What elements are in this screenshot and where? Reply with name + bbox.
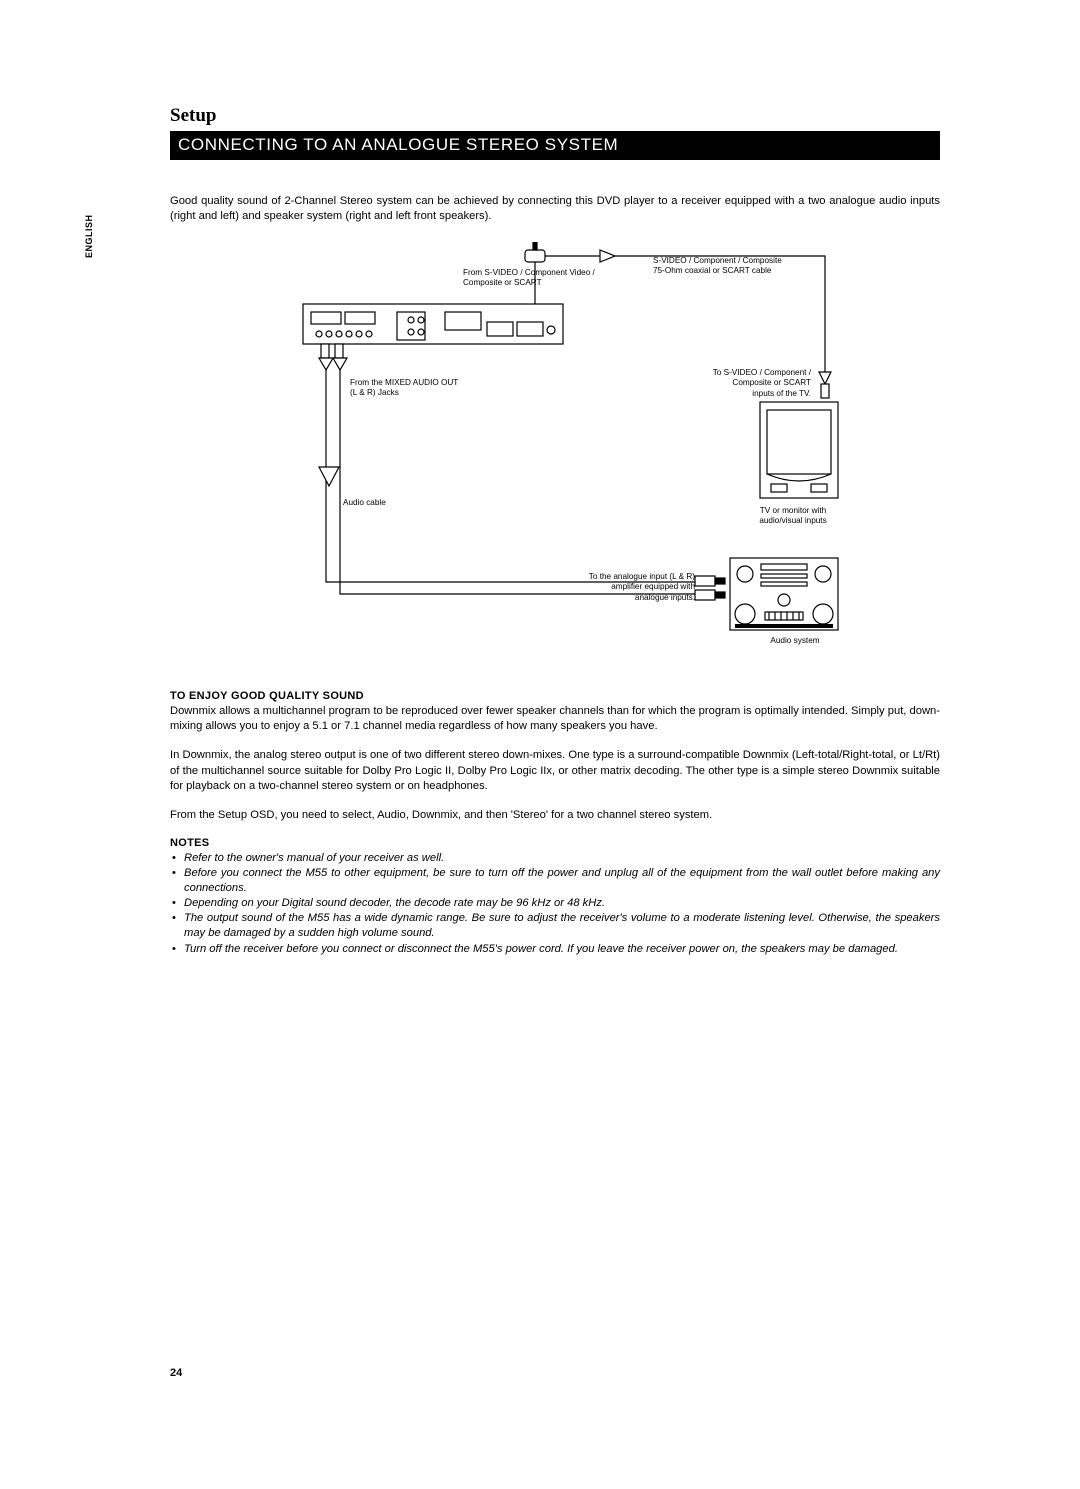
label-amp-inputs: To the analogue input (L & R)amplifier e…	[555, 572, 695, 603]
diagram-svg	[265, 242, 840, 650]
label-tv-inputs: To S-VIDEO / Component /Composite or SCA…	[691, 368, 811, 399]
sound-heading: TO ENJOY GOOD QUALITY SOUND	[170, 690, 940, 702]
label-video-cable: S-VIDEO / Component / Composite75-Ohm co…	[653, 256, 823, 277]
connection-diagram: From S-VIDEO / Component Video /Composit…	[265, 242, 840, 650]
intro-paragraph: Good quality sound of 2-Channel Stereo s…	[170, 194, 940, 224]
label-video-from: From S-VIDEO / Component Video /Composit…	[463, 268, 623, 289]
section-heading-bar: CONNECTING TO AN ANALOGUE STEREO SYSTEM	[170, 131, 940, 160]
notes-list: Refer to the owner's manual of your rece…	[170, 851, 940, 957]
notes-heading: NOTES	[170, 837, 940, 849]
page-number: 24	[170, 1367, 182, 1379]
note-item: Depending on your Digital sound decoder,…	[170, 896, 940, 911]
note-item: Before you connect the M55 to other equi…	[170, 866, 940, 896]
sound-section: TO ENJOY GOOD QUALITY SOUND Downmix allo…	[170, 690, 940, 956]
label-audio-cable: Audio cable	[343, 498, 423, 508]
sound-paragraph-3: From the Setup OSD, you need to select, …	[170, 808, 940, 823]
note-item: The output sound of the M55 has a wide d…	[170, 911, 940, 941]
label-audio-system: Audio system	[755, 636, 835, 646]
label-audio-from: From the MIXED AUDIO OUT(L & R) Jacks	[350, 378, 510, 399]
note-item: Refer to the owner's manual of your rece…	[170, 851, 940, 866]
page-content: Setup CONNECTING TO AN ANALOGUE STEREO S…	[170, 105, 940, 957]
page-title: Setup	[170, 105, 940, 127]
note-item: Turn off the receiver before you connect…	[170, 942, 940, 957]
label-tv-caption: TV or monitor withaudio/visual inputs	[743, 506, 843, 527]
sound-paragraph-2: In Downmix, the analog stereo output is …	[170, 748, 940, 793]
sound-paragraph-1: Downmix allows a multichannel program to…	[170, 704, 940, 734]
language-tab: ENGLISH	[84, 214, 94, 258]
